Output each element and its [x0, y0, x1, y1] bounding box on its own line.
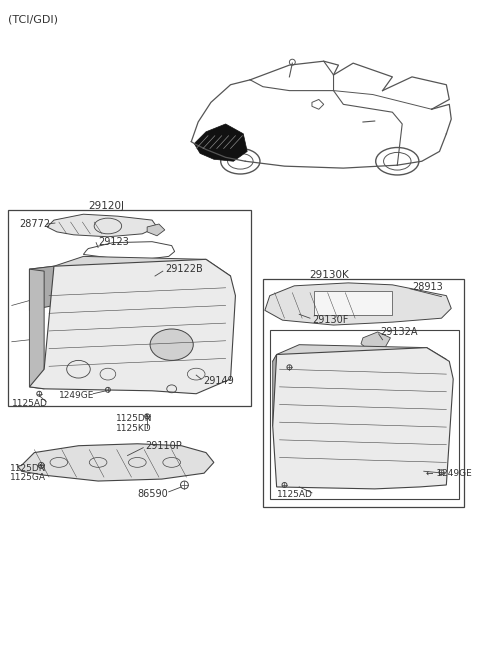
- Bar: [270, 330, 459, 499]
- Text: 1125DN: 1125DN: [116, 414, 152, 422]
- Text: 28913: 28913: [412, 282, 443, 292]
- Polygon shape: [194, 124, 247, 161]
- Text: 1249GE: 1249GE: [59, 391, 94, 400]
- Polygon shape: [147, 224, 165, 236]
- Text: (TCI/GDI): (TCI/GDI): [8, 15, 58, 25]
- Polygon shape: [29, 260, 235, 394]
- Text: 86590: 86590: [137, 489, 168, 499]
- Text: 1125GA: 1125GA: [10, 472, 46, 482]
- Polygon shape: [29, 269, 44, 389]
- Text: 29132A: 29132A: [381, 327, 418, 337]
- Text: 28772: 28772: [20, 219, 51, 229]
- Bar: [263, 279, 464, 507]
- Text: 29123: 29123: [98, 237, 129, 246]
- Text: 1125AD: 1125AD: [276, 490, 312, 499]
- Polygon shape: [273, 355, 276, 426]
- Polygon shape: [265, 283, 451, 325]
- Bar: [8, 210, 251, 407]
- Text: 29110P: 29110P: [145, 441, 182, 451]
- Text: 29130K: 29130K: [309, 270, 348, 280]
- Polygon shape: [47, 214, 157, 237]
- Text: 29120J: 29120J: [88, 201, 124, 212]
- Polygon shape: [29, 266, 54, 310]
- Polygon shape: [273, 348, 453, 489]
- Text: 1125DN: 1125DN: [10, 464, 46, 473]
- Polygon shape: [361, 332, 390, 350]
- Polygon shape: [273, 345, 446, 367]
- Text: 29122B: 29122B: [165, 264, 203, 274]
- Text: ← 1249GE: ← 1249GE: [426, 468, 471, 478]
- Polygon shape: [18, 443, 214, 481]
- Text: 1125KD: 1125KD: [116, 424, 151, 432]
- Polygon shape: [29, 256, 230, 281]
- Text: 1125AD: 1125AD: [12, 399, 48, 408]
- Ellipse shape: [150, 329, 193, 361]
- Text: 29149: 29149: [203, 376, 234, 386]
- Bar: [314, 291, 392, 315]
- Text: 29130F: 29130F: [312, 315, 348, 325]
